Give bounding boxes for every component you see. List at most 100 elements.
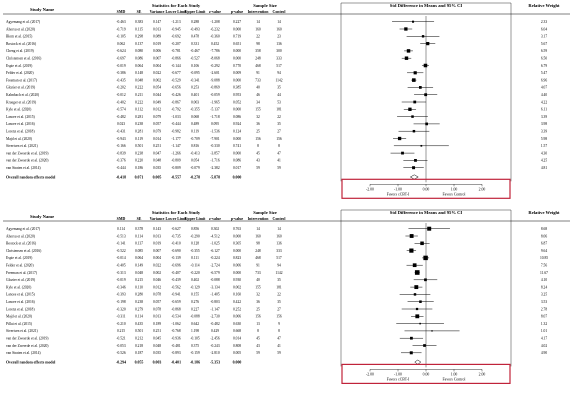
row-nc: 53 xyxy=(277,100,281,104)
row-var: 0.057 xyxy=(153,300,161,304)
row-z: -7.901 xyxy=(210,137,219,141)
row-smd: -0.014 xyxy=(116,256,125,260)
row-ll: -0.809 xyxy=(171,159,180,163)
effect-marker xyxy=(406,49,411,53)
row-ni: 8 xyxy=(257,144,259,148)
row-ul: -0.088 xyxy=(190,315,199,319)
row-z: -0.243 xyxy=(210,344,219,348)
row-nc: 1142 xyxy=(275,78,282,82)
row-ni: 59 xyxy=(256,351,260,355)
row-weight: 4.07 xyxy=(541,86,547,90)
row-ni: 156 xyxy=(255,137,261,141)
x-tick-label: 1.00 xyxy=(451,187,458,191)
row-var: 0.012 xyxy=(153,285,161,289)
row-z: -1.536 xyxy=(210,130,219,134)
row-weight: 2.33 xyxy=(541,20,547,24)
row-z: 0.452 xyxy=(211,42,219,46)
row-se: 0.222 xyxy=(135,100,143,104)
forest-plot-top-svg: Study Name Statistics for Each Study Sampl… xyxy=(3,2,570,199)
row-study-name: Sivertsen et al. (2021) xyxy=(6,329,39,333)
effect-marker xyxy=(412,20,415,23)
row-ul: 0.642 xyxy=(191,322,199,326)
effect-marker xyxy=(412,166,416,170)
row-se: 0.211 xyxy=(135,93,143,97)
row-ni: 36 xyxy=(256,300,260,304)
effect-marker xyxy=(424,278,427,282)
header-statistics: Statistics for Each Study xyxy=(152,210,201,215)
row-study-name: Espie et al. (2019) xyxy=(6,256,33,260)
overall-p: 0.000 xyxy=(233,360,242,364)
row-weight: 3.25 xyxy=(541,293,547,297)
row-z: -6.127 xyxy=(210,249,219,253)
row-smd: -0.320 xyxy=(116,307,125,311)
row-ul: 0.489 xyxy=(191,122,199,126)
row-ni: 43 xyxy=(256,159,260,163)
header-col-se: SE xyxy=(137,10,142,14)
row-ll: -0.534 xyxy=(171,315,180,319)
row-weight: 4.10 xyxy=(541,278,547,282)
row-nc: 41 xyxy=(277,159,281,163)
row-study-name: Agyemang et al. (2017) xyxy=(6,227,41,231)
row-p: 0.006 xyxy=(233,315,241,319)
row-var: 0.189 xyxy=(153,322,161,326)
effect-marker xyxy=(404,27,408,31)
row-z: -0.869 xyxy=(210,86,219,90)
row-ul: 0.375 xyxy=(191,344,199,348)
row-study-name: van der Zweerde et al. (2020) xyxy=(6,159,49,163)
row-p: 0.006 xyxy=(233,264,241,268)
header-col-ni: Intervention xyxy=(248,217,270,221)
effect-marker xyxy=(414,270,420,275)
x-tick-label: 0.00 xyxy=(423,187,430,191)
header-col-smd: SMD xyxy=(117,217,126,221)
row-z: -2.724 xyxy=(210,264,219,268)
row-p: 0.000 xyxy=(233,234,241,238)
row-smd: -0.311 xyxy=(116,315,125,319)
row-ll: -0.781 xyxy=(171,49,180,53)
row-nc: 44 xyxy=(277,93,281,97)
row-z: -2.730 xyxy=(210,315,219,319)
row-z: -3.857 xyxy=(210,151,219,155)
effect-marker xyxy=(412,263,417,268)
row-study-name: Majd et al. (2020) xyxy=(6,137,33,141)
row-smd: -0.386 xyxy=(116,71,125,75)
row-ni: 248 xyxy=(255,57,261,61)
row-nc: 94 xyxy=(277,264,281,268)
effect-marker xyxy=(397,136,402,141)
header-plot-title: Std Difference in Means and 95% CI xyxy=(390,210,463,215)
overall-var: 0.005 xyxy=(153,175,162,179)
row-p: 0.017 xyxy=(233,166,241,170)
row-z: 0.095 xyxy=(211,122,219,126)
row-p: 0.000 xyxy=(233,108,241,112)
row-ll: -0.941 xyxy=(171,293,180,297)
row-se: 0.110 xyxy=(135,285,143,289)
row-weight: 8.07 xyxy=(541,315,547,319)
overall-se: 0.055 xyxy=(135,360,144,364)
row-smd: -0.482 xyxy=(116,115,125,119)
header-col-var: Variance xyxy=(150,10,165,14)
effect-marker xyxy=(419,300,422,303)
row-z: -0.088 xyxy=(210,278,219,282)
row-study-name: Glozier et al. (2019) xyxy=(6,86,36,90)
row-ll: -0.690 xyxy=(171,249,180,253)
row-se: 0.238 xyxy=(135,300,143,304)
row-weight: 3.17 xyxy=(541,35,547,39)
row-nc: 94 xyxy=(277,71,281,75)
header-col-se: SE xyxy=(137,217,142,221)
row-weight: 3.39 xyxy=(541,130,547,134)
row-ll: -0.868 xyxy=(171,307,180,311)
row-ni: 36 xyxy=(256,122,260,126)
row-ni: 733 xyxy=(255,78,261,82)
row-se: 0.281 xyxy=(135,130,143,134)
overall-var: 0.003 xyxy=(153,360,162,364)
effect-marker xyxy=(423,63,428,68)
row-nc: 14 xyxy=(277,227,281,231)
overall-diamond xyxy=(414,359,422,365)
row-var: 0.147 xyxy=(153,20,161,24)
row-study-name: Bostock et al. (2016) xyxy=(6,242,37,246)
row-se: 0.114 xyxy=(135,234,143,238)
header-relative-weight: Relative Weight xyxy=(528,210,560,215)
row-ul: 0.111 xyxy=(191,256,199,260)
x-tick-label: 1.00 xyxy=(451,372,458,376)
row-z: -2.382 xyxy=(210,166,219,170)
row-se: 0.112 xyxy=(135,108,143,112)
